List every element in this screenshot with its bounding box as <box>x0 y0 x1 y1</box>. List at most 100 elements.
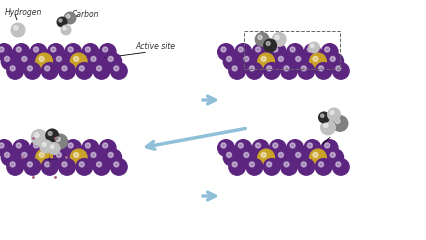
Circle shape <box>313 56 318 61</box>
Circle shape <box>330 111 334 114</box>
Circle shape <box>269 43 287 61</box>
Circle shape <box>22 56 27 61</box>
Circle shape <box>336 66 341 71</box>
Circle shape <box>12 43 30 61</box>
Circle shape <box>60 24 72 36</box>
Circle shape <box>114 162 119 167</box>
Circle shape <box>45 66 50 71</box>
Circle shape <box>256 47 261 52</box>
Circle shape <box>104 53 122 71</box>
Circle shape <box>110 62 128 80</box>
Circle shape <box>303 43 321 61</box>
Circle shape <box>256 143 261 148</box>
Circle shape <box>23 158 41 176</box>
Circle shape <box>41 62 59 80</box>
Circle shape <box>51 145 54 149</box>
Circle shape <box>278 152 283 157</box>
Circle shape <box>48 132 52 135</box>
Circle shape <box>97 66 101 71</box>
Circle shape <box>292 149 310 167</box>
Circle shape <box>221 143 226 148</box>
Circle shape <box>228 62 246 80</box>
Circle shape <box>70 149 88 167</box>
Circle shape <box>245 62 263 80</box>
Circle shape <box>249 162 254 167</box>
Circle shape <box>275 35 279 39</box>
Circle shape <box>286 139 304 157</box>
Circle shape <box>103 143 108 148</box>
Circle shape <box>74 152 79 157</box>
Circle shape <box>62 162 67 167</box>
Circle shape <box>0 139 13 157</box>
Circle shape <box>63 12 77 24</box>
Circle shape <box>10 162 15 167</box>
Circle shape <box>244 56 249 61</box>
Circle shape <box>48 142 60 155</box>
Circle shape <box>64 139 82 157</box>
Circle shape <box>261 152 266 157</box>
Circle shape <box>14 26 18 30</box>
Circle shape <box>79 66 84 71</box>
Circle shape <box>87 149 105 167</box>
Circle shape <box>273 47 278 52</box>
Circle shape <box>267 162 272 167</box>
Circle shape <box>309 53 327 71</box>
Circle shape <box>308 47 312 52</box>
Circle shape <box>0 43 13 61</box>
Circle shape <box>0 47 4 52</box>
Circle shape <box>108 152 113 157</box>
Circle shape <box>301 66 306 71</box>
Circle shape <box>52 149 70 167</box>
Circle shape <box>327 108 341 121</box>
Circle shape <box>296 152 301 157</box>
Circle shape <box>41 158 59 176</box>
Circle shape <box>319 162 324 167</box>
Circle shape <box>11 23 26 37</box>
Circle shape <box>326 53 344 71</box>
Circle shape <box>6 62 24 80</box>
Circle shape <box>6 158 24 176</box>
Circle shape <box>257 53 275 71</box>
Circle shape <box>10 66 15 71</box>
Circle shape <box>232 162 237 167</box>
Circle shape <box>228 158 246 176</box>
Circle shape <box>74 56 79 61</box>
Circle shape <box>274 149 292 167</box>
Circle shape <box>227 152 232 157</box>
Circle shape <box>314 62 333 80</box>
Circle shape <box>297 62 315 80</box>
Circle shape <box>56 137 60 141</box>
Circle shape <box>58 158 76 176</box>
Circle shape <box>332 158 350 176</box>
Circle shape <box>45 162 50 167</box>
Circle shape <box>245 158 263 176</box>
Circle shape <box>5 152 9 157</box>
Circle shape <box>308 143 312 148</box>
Circle shape <box>273 143 278 148</box>
Circle shape <box>114 66 119 71</box>
Circle shape <box>318 111 330 123</box>
Circle shape <box>39 56 44 61</box>
Circle shape <box>97 162 101 167</box>
Circle shape <box>47 43 65 61</box>
Circle shape <box>18 149 36 167</box>
Circle shape <box>35 149 53 167</box>
Circle shape <box>217 43 235 61</box>
Circle shape <box>47 139 65 157</box>
Circle shape <box>59 19 62 22</box>
Circle shape <box>66 14 70 18</box>
Circle shape <box>85 143 90 148</box>
Circle shape <box>81 43 99 61</box>
Circle shape <box>35 53 53 71</box>
Circle shape <box>70 53 88 71</box>
Circle shape <box>323 123 328 127</box>
Circle shape <box>280 158 298 176</box>
Circle shape <box>290 143 295 148</box>
Circle shape <box>261 56 266 61</box>
Circle shape <box>332 62 350 80</box>
Circle shape <box>267 66 272 71</box>
Circle shape <box>39 139 53 153</box>
Circle shape <box>34 47 39 52</box>
Circle shape <box>313 152 318 157</box>
Circle shape <box>87 53 105 71</box>
